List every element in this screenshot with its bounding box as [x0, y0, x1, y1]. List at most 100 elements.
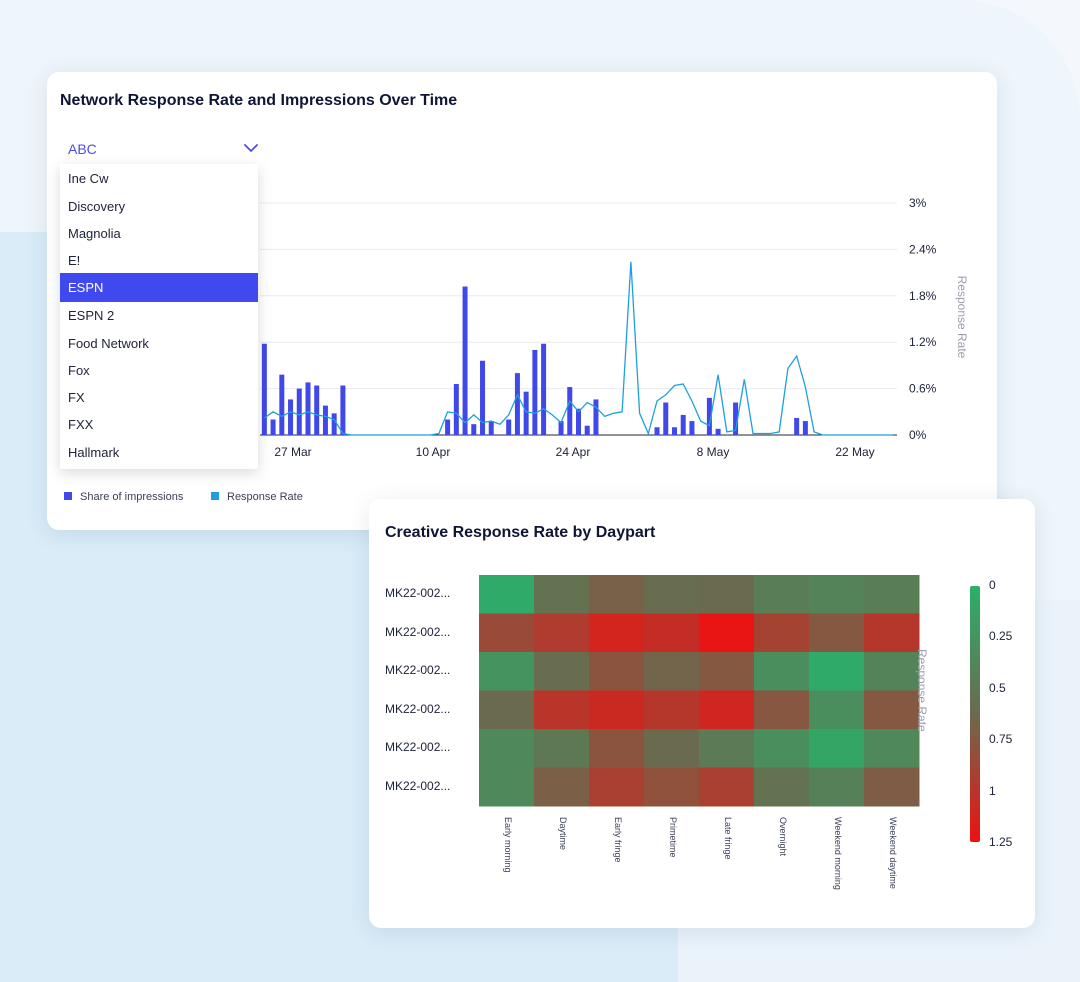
- heatmap-cell: [479, 575, 535, 614]
- y2-axis-label: Response Rate: [955, 276, 969, 359]
- heatmap-cell: [534, 767, 590, 807]
- heatmap-cell: [699, 652, 755, 691]
- heatmap-row-label: MK22-002...: [385, 740, 451, 755]
- dropdown-item[interactable]: Hallmark: [68, 445, 120, 460]
- bar: [567, 387, 573, 435]
- heatmap-cell: [699, 613, 755, 653]
- network-dropdown-menu: Ine Cw Discovery Magnolia E! ESPN ESPN 2…: [60, 164, 258, 469]
- dropdown-item[interactable]: Discovery: [68, 199, 126, 214]
- dropdown-item[interactable]: FX: [68, 390, 85, 405]
- heatmap-column-label: Weekend daytime: [887, 817, 898, 889]
- dropdown-item-selected[interactable]: ESPN: [60, 273, 258, 302]
- heatmap-cell: [479, 613, 535, 653]
- bar: [663, 402, 669, 435]
- dropdown-item[interactable]: FXX: [68, 417, 94, 432]
- y-tick-label: 0%: [909, 428, 927, 442]
- chevron-down-icon[interactable]: [243, 140, 259, 156]
- bar: [506, 419, 512, 435]
- network-chart-card: Network Response Rate and Impressions Ov…: [47, 72, 997, 530]
- heatmap-cell: [534, 613, 590, 653]
- heatmap-cell: [809, 767, 865, 807]
- heatmap-cell: [754, 690, 810, 730]
- heatmap-cell: [534, 652, 590, 691]
- bar: [523, 391, 529, 435]
- x-tick-label: 22 May: [835, 445, 874, 459]
- bar: [680, 414, 686, 435]
- bar: [802, 421, 808, 435]
- heatmap-cell: [589, 767, 645, 807]
- bar: [270, 419, 276, 435]
- heatmap-cell: [864, 690, 920, 730]
- heatmap-cell: [644, 767, 700, 807]
- heatmap-cell: [809, 652, 865, 691]
- bar: [488, 421, 494, 435]
- heatmap-cell: [589, 652, 645, 691]
- dropdown-item[interactable]: ESPN 2: [68, 308, 115, 323]
- bar: [733, 402, 739, 435]
- heatmap-cell: [644, 652, 700, 691]
- bar: [514, 373, 520, 435]
- heatmap-cell: [644, 690, 700, 730]
- heatmap-column-label: Late fringe: [722, 817, 733, 860]
- heatmap-cell: [809, 690, 865, 730]
- heatmap-cell: [699, 767, 755, 807]
- dropdown-item[interactable]: Food Network: [68, 336, 149, 351]
- heatmap-cell: [479, 729, 535, 768]
- colorbar-tick-label: 0.75: [989, 732, 1013, 747]
- bar: [305, 382, 311, 435]
- x-tick-label: 27 Mar: [274, 445, 311, 459]
- bar: [453, 383, 459, 435]
- bar: [471, 424, 477, 435]
- heatmap-cell: [589, 690, 645, 730]
- network-dropdown[interactable]: ABC: [68, 141, 97, 157]
- dropdown-item[interactable]: Magnolia: [68, 226, 121, 241]
- heatmap-cell: [589, 729, 645, 768]
- heatmap-cell: [864, 575, 920, 614]
- colorbar-tick-label: 0: [989, 578, 996, 592]
- heatmap-cell: [754, 652, 810, 691]
- heatmap-column-label: Early morning: [502, 817, 513, 873]
- bar: [654, 427, 660, 435]
- legend-response-rate: Response Rate: [211, 491, 303, 503]
- dropdown-item[interactable]: Fox: [68, 363, 90, 378]
- bar: [671, 427, 677, 435]
- heatmap-plot: [479, 575, 920, 807]
- heatmap-cell: [699, 575, 755, 614]
- heatmap-title: Creative Response Rate by Daypart: [385, 524, 656, 541]
- y-tick-label: 2.4%: [909, 242, 937, 256]
- bar: [462, 286, 468, 435]
- heatmap-row-label: MK22-002...: [385, 624, 451, 639]
- heatmap-cell: [809, 613, 865, 653]
- dropdown-item[interactable]: Ine Cw: [68, 171, 109, 186]
- bar: [480, 360, 486, 435]
- heatmap-cell: [754, 729, 810, 768]
- legend-swatch: [211, 492, 219, 500]
- heatmap-row-label: MK22-002...: [385, 663, 451, 678]
- heatmap-card: Creative Response Rate by Daypart MK22-0…: [369, 499, 1035, 928]
- bar: [445, 419, 451, 435]
- dropdown-item[interactable]: E!: [68, 253, 81, 268]
- heatmap-cell: [754, 767, 810, 807]
- bar: [532, 349, 538, 435]
- colorbar-tick-label: 0.5: [989, 680, 1006, 695]
- heatmap-column-label: Primetime: [667, 817, 678, 858]
- bar: [715, 428, 721, 435]
- x-tick-label: 8 May: [697, 445, 730, 459]
- bar: [261, 343, 267, 435]
- colorbar: [970, 586, 980, 842]
- bar: [794, 417, 800, 435]
- heatmap-cell: [809, 729, 865, 768]
- bar: [576, 408, 581, 435]
- heatmap-cell: [864, 613, 920, 653]
- colorbar-tick-label: 1.25: [989, 835, 1013, 849]
- bar: [706, 397, 712, 435]
- bar: [279, 374, 285, 435]
- bar: [541, 343, 547, 435]
- y-tick-label: 0.6%: [909, 382, 937, 396]
- heatmap-cell: [589, 613, 645, 653]
- bar: [558, 421, 564, 435]
- heatmap-cell: [754, 613, 810, 653]
- bar: [584, 425, 590, 435]
- colorbar-tick-label: 0.25: [989, 629, 1013, 644]
- heatmap-cell: [534, 690, 590, 730]
